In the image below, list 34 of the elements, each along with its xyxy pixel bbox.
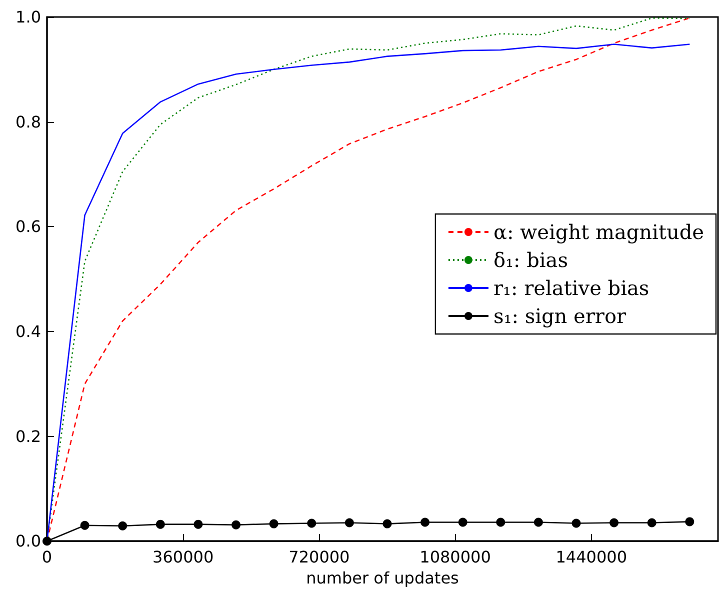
y-tick-label: 0.8 bbox=[16, 112, 41, 132]
point bbox=[647, 518, 656, 528]
x-tick-label: 0 bbox=[42, 548, 52, 567]
y-tick-label: 0.4 bbox=[16, 322, 41, 341]
point bbox=[42, 536, 52, 546]
x-tick-label: 360000 bbox=[152, 548, 214, 567]
point bbox=[344, 518, 354, 528]
point bbox=[269, 519, 278, 528]
x-tick-label: 1440000 bbox=[556, 548, 627, 567]
legend-label: r₁: relative bias bbox=[493, 276, 650, 300]
point bbox=[307, 518, 316, 528]
x-axis-title: number of updates bbox=[306, 568, 459, 588]
x-tick-label: 720000 bbox=[288, 548, 350, 567]
point bbox=[194, 520, 203, 529]
point bbox=[610, 518, 619, 528]
y-tick-label: 1.0 bbox=[16, 8, 41, 26]
point bbox=[534, 518, 543, 527]
point bbox=[496, 518, 506, 527]
legend-label: s₁: sign error bbox=[493, 304, 627, 328]
point bbox=[80, 520, 90, 530]
point bbox=[685, 517, 694, 526]
point bbox=[572, 518, 581, 528]
point bbox=[420, 518, 430, 527]
y-tick-label: 0.6 bbox=[16, 217, 41, 236]
point bbox=[156, 520, 165, 529]
legend-label: δ₁: bias bbox=[493, 248, 568, 272]
point bbox=[458, 518, 468, 527]
legend-label: α: weight magnitude bbox=[493, 220, 704, 244]
y-tick-label: 0.0 bbox=[16, 532, 41, 551]
point bbox=[382, 519, 392, 528]
y-tick-label: 0.2 bbox=[16, 426, 41, 446]
point bbox=[232, 520, 241, 530]
x-tick-label: 1080000 bbox=[420, 548, 491, 567]
point bbox=[118, 521, 128, 530]
